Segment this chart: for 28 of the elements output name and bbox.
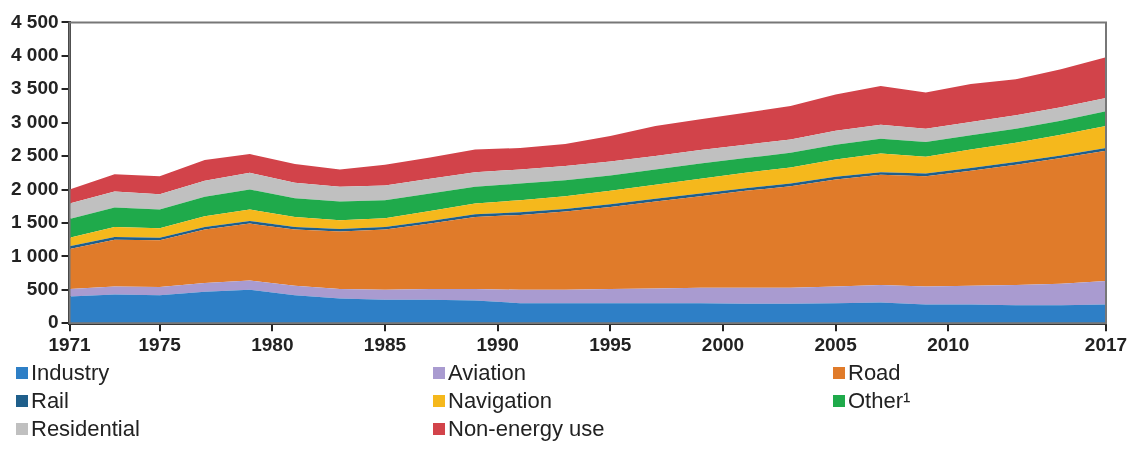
y-tick-label: 3 500 xyxy=(11,77,59,99)
y-tick-label: 4 000 xyxy=(11,44,59,66)
legend-label: Industry xyxy=(31,360,110,386)
y-tick-label: 1 000 xyxy=(11,244,59,266)
legend-label: Non-energy use xyxy=(448,416,605,442)
x-tick-label: 2005 xyxy=(814,333,858,355)
x-tick-label: 2010 xyxy=(927,333,970,355)
y-tick-label: 4 500 xyxy=(11,10,59,32)
y-tick-label: 0 xyxy=(47,311,59,333)
legend-label: Road xyxy=(848,360,901,386)
legend-label: Rail xyxy=(31,388,69,414)
y-tick-label: 3 000 xyxy=(11,110,59,132)
legend-label: Aviation xyxy=(448,360,526,386)
x-tick-label: 2017 xyxy=(1084,333,1128,355)
legend-label: Residential xyxy=(31,416,140,442)
x-tick-label: 1971 xyxy=(48,333,92,355)
y-tick-label: 2 000 xyxy=(11,177,59,199)
x-tick-label: 1995 xyxy=(589,333,632,355)
legend-label: Other¹ xyxy=(848,388,911,414)
x-tick-label: 1975 xyxy=(138,333,182,355)
x-tick-label: 2000 xyxy=(701,333,745,355)
x-tick-label: 1985 xyxy=(363,333,407,355)
y-tick-label: 1 500 xyxy=(11,211,59,233)
y-tick-label: 500 xyxy=(26,278,59,300)
legend-label: Navigation xyxy=(448,388,552,414)
x-tick-label: 1990 xyxy=(476,333,519,355)
x-tick-label: 1980 xyxy=(251,333,294,355)
y-tick-label: 2 500 xyxy=(11,144,59,166)
